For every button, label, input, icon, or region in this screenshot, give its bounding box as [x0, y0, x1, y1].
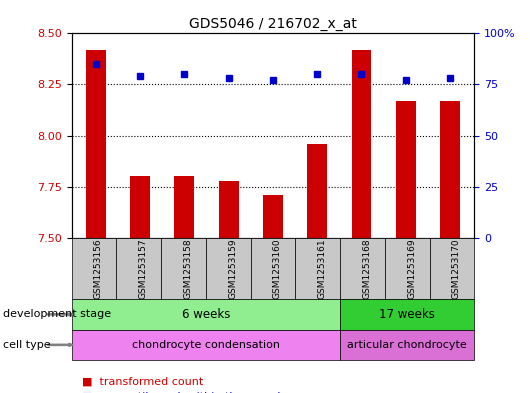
Bar — [174, 176, 195, 238]
Bar — [440, 101, 460, 238]
Bar — [263, 195, 283, 238]
Text: GSM1253161: GSM1253161 — [317, 238, 326, 299]
Bar — [351, 50, 372, 238]
Bar — [86, 50, 106, 238]
Text: articular chondrocyte: articular chondrocyte — [347, 340, 467, 350]
Text: GSM1253170: GSM1253170 — [452, 238, 461, 299]
Text: GSM1253160: GSM1253160 — [273, 238, 282, 299]
Text: 6 weeks: 6 weeks — [182, 308, 230, 321]
Text: GSM1253158: GSM1253158 — [183, 238, 192, 299]
Text: GSM1253168: GSM1253168 — [363, 238, 372, 299]
Text: ■  transformed count: ■ transformed count — [82, 376, 204, 386]
Bar — [219, 180, 238, 238]
Title: GDS5046 / 216702_x_at: GDS5046 / 216702_x_at — [189, 17, 357, 31]
Bar — [307, 144, 327, 238]
Text: ■  percentile rank within the sample: ■ percentile rank within the sample — [82, 392, 287, 393]
Text: GSM1253157: GSM1253157 — [139, 238, 148, 299]
Text: chondrocyte condensation: chondrocyte condensation — [132, 340, 280, 350]
Text: GSM1253159: GSM1253159 — [228, 238, 237, 299]
Text: GSM1253169: GSM1253169 — [407, 238, 416, 299]
Text: cell type: cell type — [3, 340, 50, 350]
Text: 17 weeks: 17 weeks — [379, 308, 435, 321]
Bar — [130, 176, 150, 238]
Text: GSM1253156: GSM1253156 — [94, 238, 103, 299]
Bar — [396, 101, 416, 238]
Text: development stage: development stage — [3, 309, 111, 320]
